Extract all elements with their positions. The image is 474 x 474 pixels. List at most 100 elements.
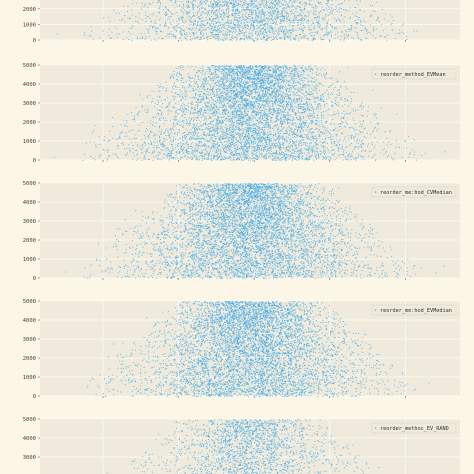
scatter-point — [174, 29, 175, 30]
scatter-point — [278, 34, 279, 35]
scatter-point — [331, 7, 332, 8]
scatter-point — [173, 149, 174, 150]
scatter-point — [225, 34, 226, 35]
scatter-point — [228, 6, 229, 7]
scatter-point — [132, 25, 133, 26]
scatter-point — [219, 9, 220, 10]
scatter-point — [242, 33, 243, 34]
scatter-point — [266, 23, 267, 24]
scatter-point — [189, 86, 190, 87]
scatter-point — [336, 21, 337, 22]
scatter-point — [244, 9, 245, 10]
scatter-point — [275, 30, 276, 31]
scatter-point — [256, 8, 257, 9]
scatter-point — [242, 155, 243, 156]
scatter-point — [254, 103, 255, 104]
scatter-point — [216, 38, 217, 39]
scatter-point — [211, 5, 212, 6]
scatter-point — [186, 28, 187, 29]
scatter-point — [359, 130, 360, 131]
scatter-point — [297, 0, 298, 1]
scatter-point — [165, 26, 166, 27]
scatter-point — [183, 22, 184, 23]
scatter-point — [233, 2, 234, 3]
scatter-point — [212, 137, 213, 138]
scatter-point — [223, 6, 224, 7]
scatter-point — [274, 12, 275, 13]
scatter-point — [256, 12, 257, 13]
scatter-point — [256, 16, 257, 17]
scatter-point — [240, 39, 241, 40]
scatter-point — [271, 8, 272, 9]
scatter-point — [276, 2, 277, 3]
scatter-point — [183, 12, 184, 13]
scatter-point — [179, 130, 180, 131]
scatter-point — [235, 14, 236, 15]
scatter-point — [293, 5, 294, 6]
scatter-point — [269, 29, 270, 30]
scatter-point — [348, 34, 349, 35]
scatter-point — [300, 14, 301, 15]
scatter-point — [338, 37, 339, 38]
scatter-point — [255, 38, 256, 39]
scatter-point — [274, 14, 275, 15]
scatter-point — [126, 154, 127, 155]
scatter-point — [314, 0, 315, 1]
scatter-point — [262, 33, 263, 34]
scatter-point — [260, 32, 261, 33]
scatter-point — [153, 26, 154, 27]
scatter-point — [182, 1, 183, 2]
scatter-point — [167, 19, 168, 20]
scatter-point — [145, 5, 146, 6]
scatter-point — [228, 25, 229, 26]
scatter-point — [284, 0, 285, 1]
scatter-point — [220, 4, 221, 5]
scatter-point — [313, 7, 314, 8]
scatter-point — [392, 17, 393, 18]
scatter-point — [167, 34, 168, 35]
scatter-point — [294, 7, 295, 8]
scatter-point — [215, 15, 216, 16]
scatter-point — [209, 23, 210, 24]
scatter-point — [251, 2, 252, 3]
scatter-point — [222, 20, 223, 21]
scatter-point — [351, 153, 352, 154]
scatter-point — [346, 34, 347, 35]
scatter-point — [234, 24, 235, 25]
scatter-point — [193, 21, 194, 22]
scatter-point — [328, 96, 329, 97]
scatter-point — [294, 22, 295, 23]
scatter-point — [163, 9, 164, 10]
scatter-point — [395, 38, 396, 39]
scatter-point — [317, 22, 318, 23]
scatter-point — [217, 16, 218, 17]
scatter-point — [264, 29, 265, 30]
scatter-point — [311, 35, 312, 36]
scatter-point — [201, 111, 202, 112]
scatter-point — [228, 85, 229, 86]
scatter-point — [268, 31, 269, 32]
scatter-point — [193, 9, 194, 10]
scatter-point — [445, 151, 446, 152]
scatter-point — [304, 8, 305, 9]
scatter-point — [302, 33, 303, 34]
scatter-point — [301, 37, 302, 38]
scatter-point — [249, 3, 250, 4]
scatter-point — [294, 76, 295, 77]
scatter-point — [242, 141, 243, 142]
scatter-point — [223, 19, 224, 20]
scatter-point — [135, 142, 136, 143]
scatter-point — [335, 87, 336, 88]
scatter-point — [308, 23, 309, 24]
scatter-point — [262, 1, 263, 2]
scatter-point — [370, 14, 371, 15]
scatter-point — [285, 8, 286, 9]
scatter-point — [211, 12, 212, 13]
scatter-point — [214, 101, 215, 102]
scatter-point — [313, 22, 314, 23]
scatter-point — [194, 38, 195, 39]
scatter-point — [132, 3, 133, 4]
scatter-point — [255, 12, 256, 13]
scatter-point — [202, 21, 203, 22]
scatter-point — [142, 37, 143, 38]
